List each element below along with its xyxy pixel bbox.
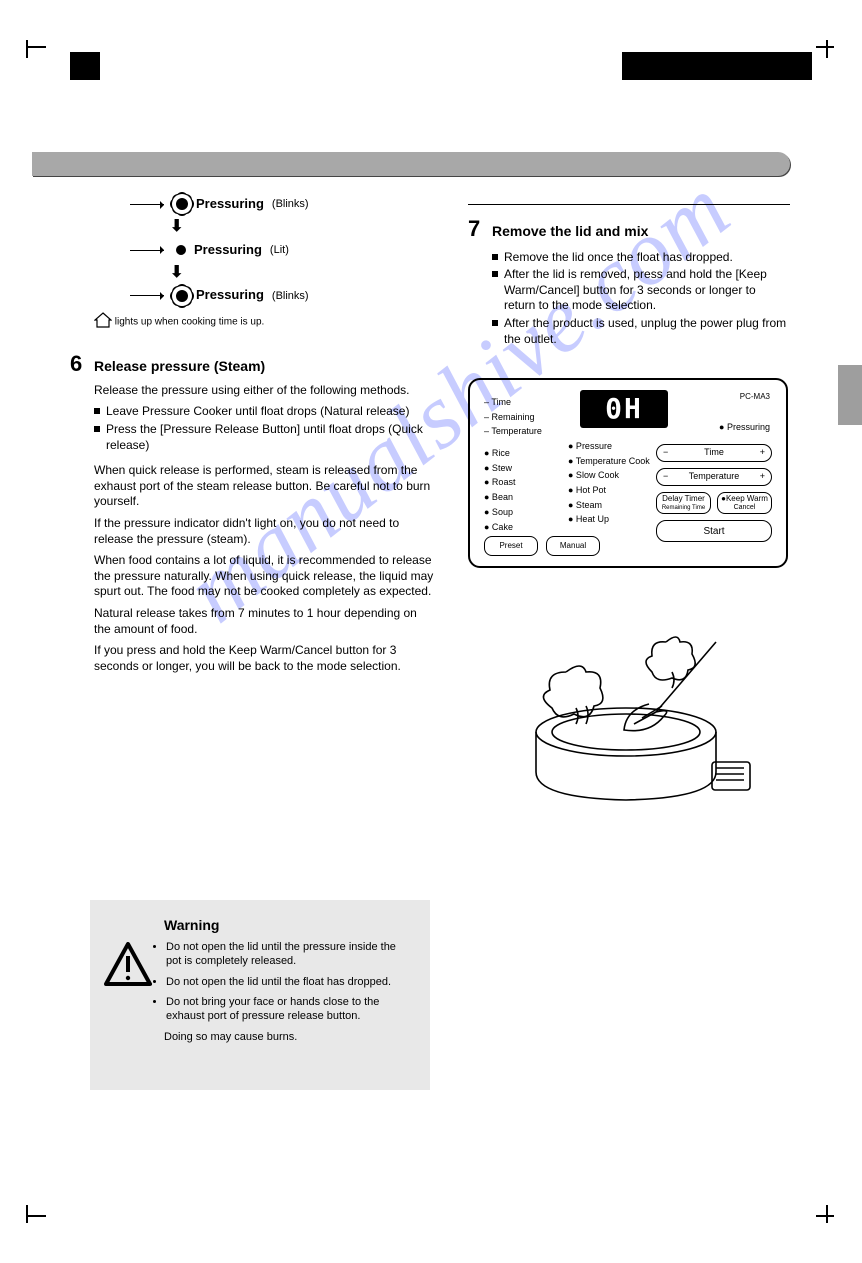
pressuring-label: Pressuring bbox=[196, 196, 264, 213]
indicator-row: – Temperature bbox=[484, 426, 542, 438]
warning-item: Do not bring your face or hands close to… bbox=[166, 995, 412, 1024]
panel-mid-indicators: ● Pressure ● Temperature Cook ● Slow Coo… bbox=[568, 438, 650, 529]
pointer-arrow-icon bbox=[130, 287, 168, 304]
warning-title: Warning bbox=[164, 916, 412, 934]
indicator-row: ● Cake bbox=[484, 522, 542, 534]
step-note: If you press and hold the Keep Warm/Canc… bbox=[94, 643, 436, 674]
crop-mark-tl bbox=[16, 28, 46, 58]
temperature-label: Temperature bbox=[689, 471, 740, 483]
crop-mark-bl bbox=[16, 1205, 46, 1235]
warning-box: Warning Do not open the lid until the pr… bbox=[90, 900, 430, 1090]
led-blinking-icon bbox=[176, 198, 188, 210]
blinks-note: (Blinks) bbox=[272, 289, 309, 303]
minus-icon[interactable]: − bbox=[663, 471, 668, 483]
hint-row: lights up when cooking time is up. bbox=[94, 312, 436, 332]
control-panel: 0H PC-MA3 ● Pressuring – Time – Remainin… bbox=[468, 378, 788, 568]
step-number: 6 bbox=[70, 350, 94, 379]
pointer-arrow-icon bbox=[130, 196, 168, 213]
divider bbox=[468, 204, 790, 205]
warning-list: Do not open the lid until the pressure i… bbox=[166, 940, 412, 1023]
warning-item: Do not open the lid until the float has … bbox=[166, 975, 412, 989]
indicator-row: ● Bean bbox=[484, 492, 542, 504]
step-note: When quick release is performed, steam i… bbox=[94, 463, 436, 510]
step-bullets: Leave Pressure Cooker until float drops … bbox=[94, 404, 436, 453]
indicator-row: ● Roast bbox=[484, 477, 542, 489]
plus-icon[interactable]: + bbox=[760, 471, 765, 483]
lit-note: (Lit) bbox=[270, 243, 289, 257]
indicator-row: ● Pressure bbox=[568, 441, 650, 453]
panel-controls: − Time + − Temperature + Delay Timer Remainin… bbox=[656, 394, 772, 542]
keepwarm-label: Keep Warm bbox=[726, 494, 768, 503]
delay-sublabel: Remaining Time bbox=[662, 505, 705, 511]
step-number: 7 bbox=[468, 215, 492, 244]
header-block-right bbox=[622, 52, 812, 80]
panel-bottom-buttons: Preset Manual bbox=[484, 536, 600, 556]
indicator-row: ● Rice bbox=[484, 448, 542, 460]
time-label: Time bbox=[704, 447, 724, 459]
indicator-row: ● Hot Pot bbox=[568, 485, 650, 497]
pressuring-label: Pressuring bbox=[196, 287, 264, 304]
manual-button[interactable]: Manual bbox=[546, 536, 600, 556]
preset-button[interactable]: Preset bbox=[484, 536, 538, 556]
right-column: 7Remove the lid and mix Remove the lid o… bbox=[468, 204, 790, 371]
bullet-item: After the lid is removed, press and hold… bbox=[492, 267, 790, 314]
plus-icon[interactable]: + bbox=[760, 447, 765, 459]
warning-icon bbox=[104, 942, 152, 990]
step-6: 6Release pressure (Steam) Release the pr… bbox=[70, 350, 436, 674]
start-button[interactable]: Start bbox=[656, 520, 772, 542]
time-adjust[interactable]: − Time + bbox=[656, 444, 772, 462]
lcd-display: 0H bbox=[580, 390, 668, 428]
cancel-label: Cancel bbox=[734, 504, 756, 511]
step-note: When food contains a lot of liquid, it i… bbox=[94, 553, 436, 600]
blinks-note: (Blinks) bbox=[272, 197, 309, 211]
indicator-row: – Remaining bbox=[484, 412, 542, 424]
indicator-row: ● Temperature Cook bbox=[568, 456, 650, 468]
led-solid-icon bbox=[176, 245, 186, 255]
start-label: Start bbox=[703, 525, 724, 538]
step-note: Natural release takes from 7 minutes to … bbox=[94, 606, 436, 637]
indicator-row: ● Steam bbox=[568, 500, 650, 512]
step-7: 7Remove the lid and mix Remove the lid o… bbox=[468, 215, 790, 347]
header-block-left bbox=[70, 52, 100, 80]
step-body: Release the pressure using either of the… bbox=[94, 383, 436, 399]
crop-mark-tr bbox=[816, 28, 846, 58]
preset-label: Preset bbox=[499, 542, 522, 550]
bullet-item: Leave Pressure Cooker until float drops … bbox=[94, 404, 436, 420]
indicator-row: ● Soup bbox=[484, 507, 542, 519]
bullet-item: Press the [Pressure Release Button] unti… bbox=[94, 422, 436, 453]
pressuring-label: Pressuring bbox=[194, 242, 262, 259]
step-bullets: Remove the lid once the float has droppe… bbox=[492, 250, 790, 348]
pointer-arrow-icon bbox=[130, 242, 168, 259]
step-title: Remove the lid and mix bbox=[492, 223, 648, 239]
section-header-bar bbox=[32, 152, 790, 176]
minus-icon[interactable]: − bbox=[663, 447, 668, 459]
bullet-item: Remove the lid once the float has droppe… bbox=[492, 250, 790, 266]
indicator-row: ● Stew bbox=[484, 463, 542, 475]
manual-label: Manual bbox=[560, 542, 586, 550]
step-title: Release pressure (Steam) bbox=[94, 358, 265, 374]
down-arrow-icon: ⬇ bbox=[170, 217, 436, 238]
led-blinking-icon bbox=[176, 290, 188, 302]
hint-text: lights up when cooking time is up. bbox=[115, 317, 265, 328]
delay-timer-button[interactable]: Delay Timer Remaining Time bbox=[656, 492, 711, 514]
left-column: Pressuring (Blinks) ⬇ Pressuring (Lit) ⬇ P… bbox=[70, 188, 436, 698]
indicator-row: ● Slow Cook bbox=[568, 470, 650, 482]
warning-footer: Doing so may cause burns. bbox=[164, 1030, 412, 1044]
clock-home-icon bbox=[94, 312, 112, 328]
temperature-adjust[interactable]: − Temperature + bbox=[656, 468, 772, 486]
down-arrow-icon: ⬇ bbox=[170, 263, 436, 284]
keep-warm-cancel-button[interactable]: ●Keep WarmCancel bbox=[717, 492, 772, 514]
step-note: If the pressure indicator didn't light o… bbox=[94, 516, 436, 547]
bullet-item: After the product is used, unplug the po… bbox=[492, 316, 790, 347]
indicator-row: – Time bbox=[484, 397, 542, 409]
side-tab bbox=[838, 365, 862, 425]
indicator-row: ● Heat Up bbox=[568, 514, 650, 526]
warning-item: Do not open the lid until the pressure i… bbox=[166, 940, 412, 969]
crop-mark-br bbox=[816, 1205, 846, 1235]
panel-left-indicators: – Time – Remaining – Temperature ● Rice … bbox=[484, 394, 542, 536]
delay-label: Delay Timer bbox=[662, 494, 705, 503]
pressure-led-flow: Pressuring (Blinks) ⬇ Pressuring (Lit) ⬇ P… bbox=[70, 196, 436, 332]
pot-illustration bbox=[516, 612, 776, 812]
